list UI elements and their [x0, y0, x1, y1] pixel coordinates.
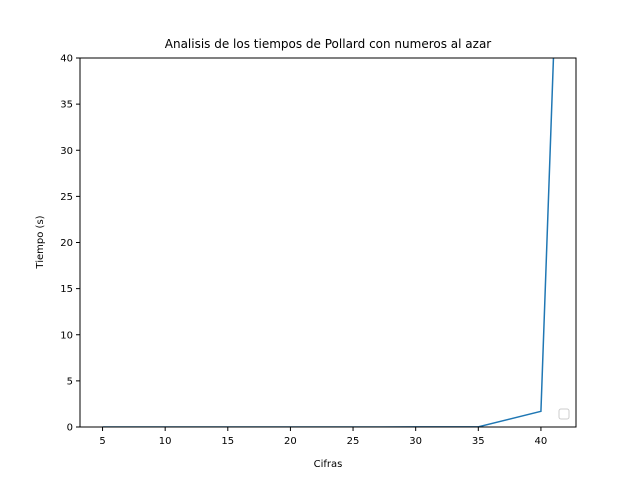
x-tick-label: 5	[99, 436, 105, 447]
y-tick-label: 15	[60, 284, 73, 295]
x-tick-label: 10	[159, 436, 172, 447]
y-tick-label: 40	[60, 54, 73, 65]
y-tick-label: 10	[60, 330, 73, 341]
x-tick-label: 25	[347, 436, 360, 447]
y-tick-label: 20	[60, 238, 73, 249]
y-tick-label: 30	[60, 146, 73, 157]
x-tick-label: 15	[221, 436, 234, 447]
y-axis-label: Tiempo (s)	[35, 215, 46, 269]
series-line-0	[102, 58, 555, 427]
x-axis: 5 10 15 20 25 30 35 40	[99, 427, 547, 447]
x-tick-label: 20	[284, 436, 297, 447]
y-axis: 0 5 10 15 20 25 30 35 40	[60, 54, 80, 434]
legend-box	[558, 408, 570, 420]
plot-frame	[79, 57, 577, 428]
x-tick-label: 40	[535, 436, 548, 447]
x-tick-label: 35	[472, 436, 485, 447]
y-tick-label: 25	[60, 192, 73, 203]
y-tick-label: 0	[67, 423, 73, 434]
x-tick-label: 30	[409, 436, 422, 447]
chart-title: Analisis de los tiempos de Pollard con n…	[165, 37, 492, 51]
y-tick-label: 5	[67, 376, 73, 387]
x-axis-label: Cifras	[314, 459, 343, 470]
y-tick-label: 35	[60, 100, 73, 111]
